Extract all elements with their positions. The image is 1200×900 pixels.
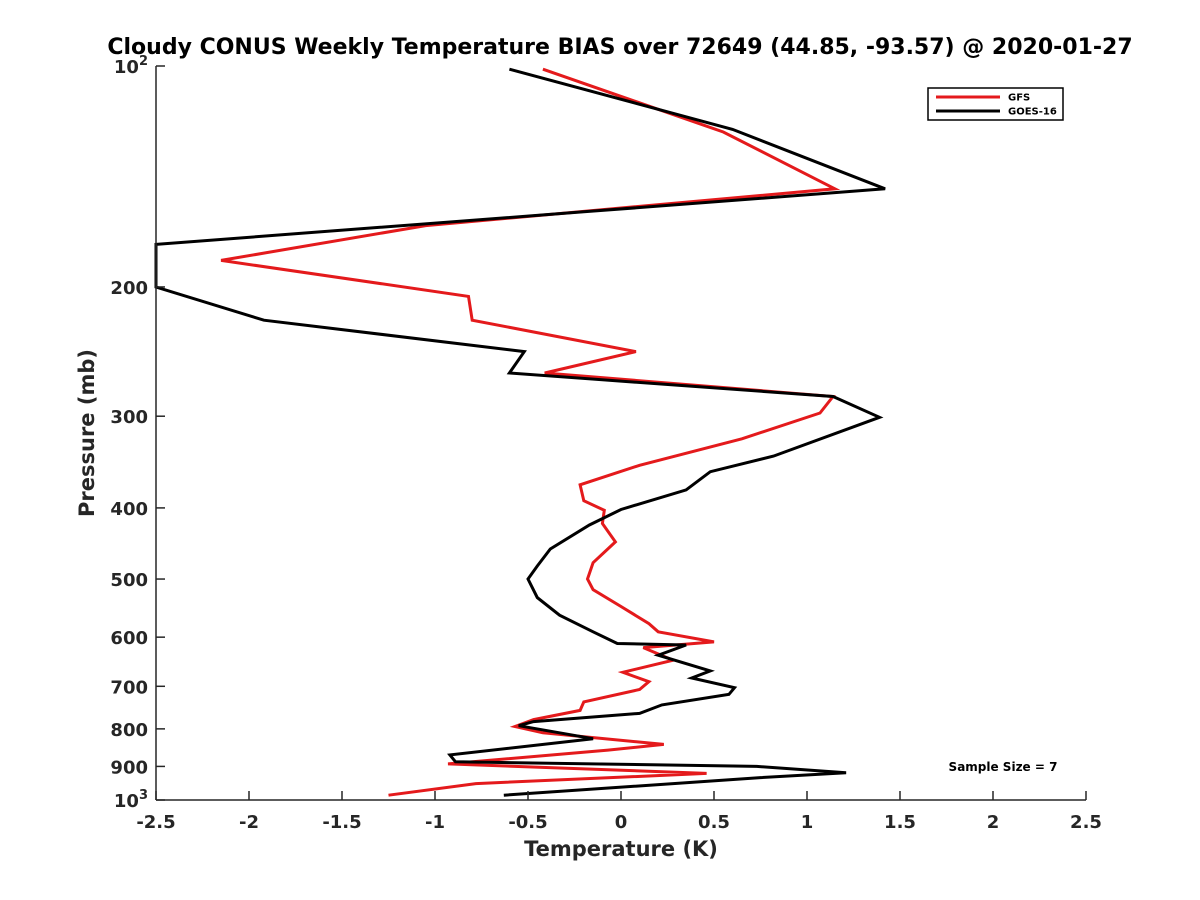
x-tick-label: -2.5 [136,812,175,833]
series-layer [154,67,886,797]
x-tick-label: -1.5 [322,812,361,833]
y-tick-label: 200 [110,278,148,299]
y-tick-label: 102 [114,54,148,78]
y-axis-label: Pressure (mb) [75,349,99,517]
sample-size-annotation: Sample Size = 7 [949,760,1058,774]
y-tick-label: 300 [110,407,148,428]
y-tick-label: 700 [110,677,148,698]
x-axis-label: Temperature (K) [524,837,718,861]
x-tick-label: -2 [239,812,259,833]
legend: GFS GOES-16 [927,87,1064,121]
legend-box [927,87,1064,121]
y-tick-label: 103 [114,788,148,812]
y-tick-label: 800 [110,720,148,741]
x-tick-label: 2.5 [1070,812,1102,833]
x-tick-label: 1.5 [884,812,916,833]
y-tick-label: 500 [110,570,148,591]
legend-label: GOES-16 [1008,107,1057,118]
legend-label: GFS [1008,93,1030,104]
chart-title: Cloudy CONUS Weekly Temperature BIAS ove… [107,35,1132,60]
x-tick-label: 1 [801,812,814,833]
x-tick-label: -0.5 [508,812,547,833]
y-tick-label: 600 [110,628,148,649]
series-line-gfs [220,67,841,797]
x-tick-label: 2 [987,812,1000,833]
x-tick-label: 0.5 [698,812,730,833]
series-line-goes-16 [154,67,886,797]
x-tick-label: 0 [615,812,628,833]
x-tick-label: -1 [425,812,445,833]
ticks-layer: -2.5 -2 -1.5 -1 -0.5 0 0.5 1 1.5 2 2.5 102 200 300 400… [110,54,1102,833]
y-tick-label: 900 [110,757,148,778]
y-tick-label: 400 [110,499,148,520]
plot-area [156,66,1086,800]
